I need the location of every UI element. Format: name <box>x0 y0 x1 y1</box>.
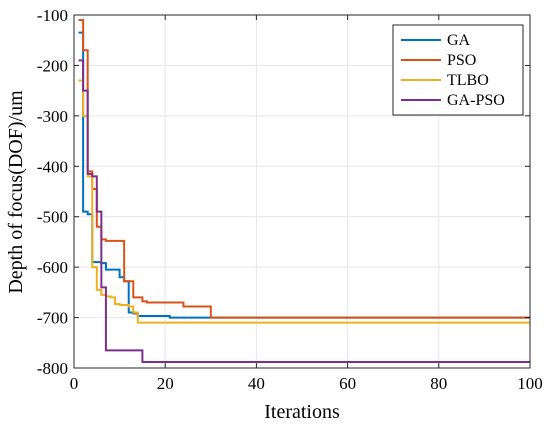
plot-frame <box>73 14 531 369</box>
legend-label-tlbo: TLBO <box>447 72 489 89</box>
series-lines <box>78 19 530 363</box>
legend-label-ga: GA <box>447 32 471 49</box>
x-tick-label: 80 <box>430 374 447 393</box>
x-axis-label: Iterations <box>264 401 340 423</box>
y-tick-label: -300 <box>37 107 68 126</box>
series-line-ga-pso <box>78 59 530 363</box>
legend: GA PSO TLBO GA-PSO <box>392 24 524 116</box>
legend-label-ga-pso: GA-PSO <box>447 92 505 109</box>
y-tick-label: -800 <box>37 359 68 378</box>
y-tick-label: -500 <box>37 208 68 227</box>
y-tick-label: -700 <box>37 309 68 328</box>
x-tick-label: 60 <box>339 374 356 393</box>
y-tick-label: -400 <box>37 157 68 176</box>
axis-ticks <box>73 14 531 369</box>
y-tick-label: -600 <box>37 258 68 277</box>
legend-label-pso: PSO <box>447 52 476 69</box>
x-tick-label: 40 <box>248 374 265 393</box>
tick-labels: 0 20 40 60 80 100 -100 -200 -300 -400 -500 -600 -700… <box>37 6 543 393</box>
series-line-tlbo <box>78 79 530 324</box>
x-tick-label: 100 <box>517 374 543 393</box>
y-tick-label: -200 <box>37 56 68 75</box>
x-tick-label: 0 <box>70 374 79 393</box>
y-tick-label: -100 <box>37 6 68 25</box>
y-axis-label: Depth of focus(DOF)/um <box>5 90 27 294</box>
x-tick-label: 20 <box>157 374 174 393</box>
